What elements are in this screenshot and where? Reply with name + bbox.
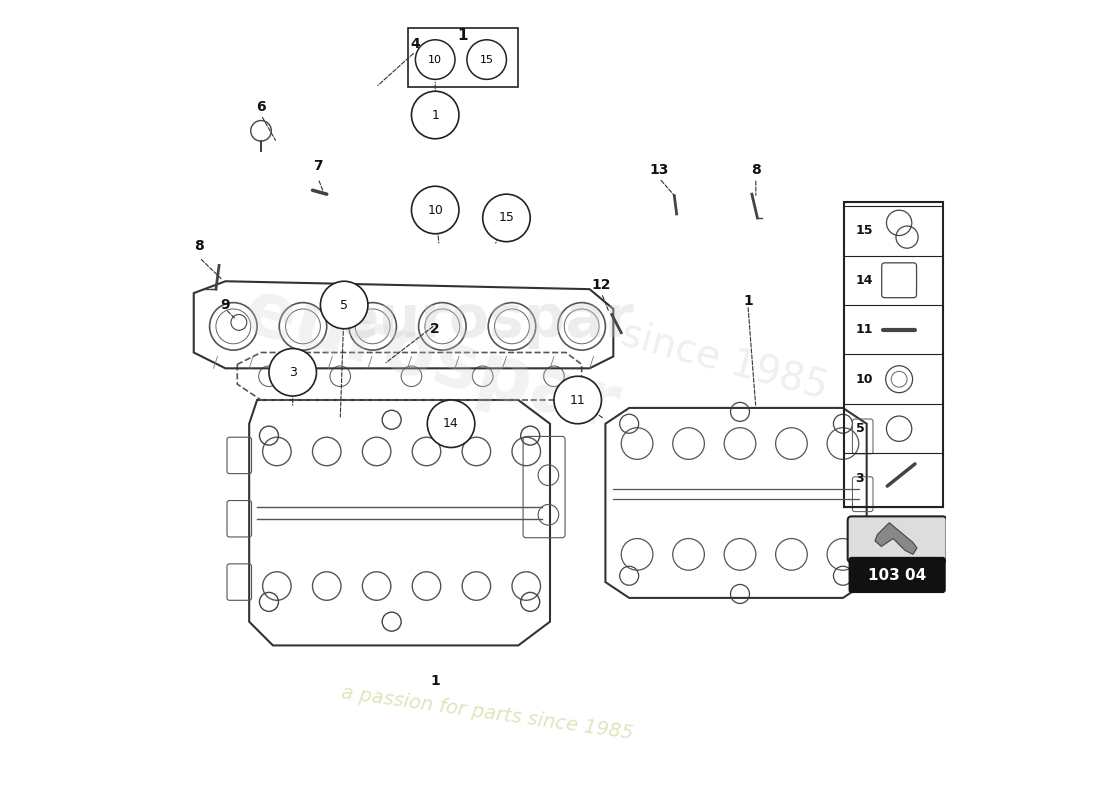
FancyBboxPatch shape	[849, 558, 945, 592]
Text: 6: 6	[256, 100, 266, 114]
Text: 10: 10	[856, 373, 873, 386]
Text: 10: 10	[428, 54, 442, 65]
Text: 15: 15	[856, 224, 873, 238]
Text: 8: 8	[195, 238, 205, 253]
Text: 1: 1	[431, 109, 439, 122]
Text: 9: 9	[221, 298, 230, 312]
Text: 3: 3	[289, 366, 297, 378]
Text: 1: 1	[742, 294, 752, 308]
Text: 2: 2	[430, 322, 440, 336]
Text: 1: 1	[458, 28, 469, 43]
Text: 11: 11	[570, 394, 585, 406]
Circle shape	[411, 186, 459, 234]
Text: 10: 10	[427, 203, 443, 217]
Circle shape	[483, 194, 530, 242]
Circle shape	[411, 91, 459, 138]
Text: eurospar: eurospar	[340, 292, 634, 350]
Text: 103 04: 103 04	[868, 568, 926, 583]
Text: 8: 8	[751, 163, 761, 178]
Text: 5: 5	[856, 422, 865, 435]
Text: 12: 12	[592, 278, 612, 292]
Circle shape	[427, 400, 475, 447]
Text: 13: 13	[650, 163, 669, 178]
Circle shape	[416, 40, 455, 79]
Text: 15: 15	[498, 211, 515, 225]
Polygon shape	[874, 522, 917, 554]
Text: 14: 14	[856, 274, 873, 286]
Text: 14: 14	[443, 418, 459, 430]
Circle shape	[270, 349, 317, 396]
FancyBboxPatch shape	[848, 516, 947, 562]
Text: 1: 1	[430, 674, 440, 688]
Text: 3: 3	[856, 472, 865, 485]
Text: a passion for parts since 1985: a passion for parts since 1985	[340, 683, 634, 742]
Circle shape	[320, 282, 367, 329]
Text: 7: 7	[314, 159, 323, 174]
Text: 11: 11	[856, 323, 873, 336]
Text: 5: 5	[340, 298, 349, 311]
Circle shape	[466, 40, 506, 79]
Text: since 1985: since 1985	[617, 314, 832, 406]
Text: 4: 4	[410, 37, 420, 50]
Text: eurospar: eurospar	[235, 274, 627, 446]
Circle shape	[554, 376, 602, 424]
Text: 15: 15	[480, 54, 494, 65]
